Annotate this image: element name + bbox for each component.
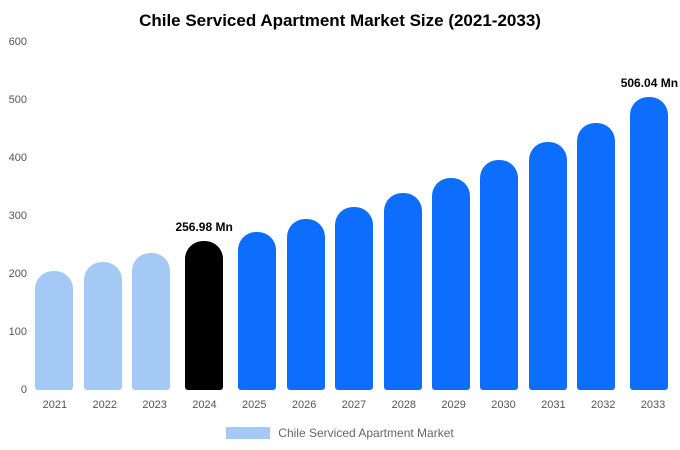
bar[interactable]: [83, 262, 122, 390]
bar[interactable]: [630, 96, 669, 390]
bar[interactable]: [432, 177, 470, 390]
y-tick-label: 200: [8, 268, 27, 280]
x-tick-label: 2021: [42, 399, 68, 411]
bar[interactable]: [185, 240, 224, 390]
x-tick-label: 2024: [192, 399, 217, 411]
chart-title: Chile Serviced Apartment Market Size (20…: [139, 11, 541, 30]
legend-swatch: [226, 427, 271, 439]
plot-area: 256.98 Mn 506.04 Mn: [30, 42, 678, 390]
bar[interactable]: [528, 142, 567, 390]
y-tick-label: 0: [20, 384, 27, 396]
x-tick-label: 2025: [242, 399, 267, 411]
bar-column: [127, 42, 175, 390]
bar-column: [524, 42, 572, 390]
x-tick-label: 2032: [590, 399, 616, 411]
bar-column: 506.04 Mn: [621, 42, 678, 390]
y-axis: 0 100 200 300 400 500 600: [0, 36, 27, 396]
x-tick-label: 2033: [640, 399, 666, 411]
bar-value-label: 506.04 Mn: [620, 75, 679, 90]
x-tick-label: 2022: [92, 399, 117, 411]
x-tick-label: 2027: [341, 399, 367, 411]
legend[interactable]: Chile Serviced Apartment Market: [0, 426, 680, 440]
bar[interactable]: [35, 271, 74, 390]
bar-column: [330, 42, 378, 390]
bar-column: [30, 42, 78, 390]
bar[interactable]: [577, 122, 616, 390]
bar-column: 256.98 Mn: [175, 42, 233, 390]
bar-column: [281, 42, 329, 390]
x-tick-label: 2026: [291, 399, 317, 411]
bar-column: [475, 42, 523, 390]
x-tick-label: 2023: [142, 399, 167, 411]
y-tick-label: 400: [8, 152, 27, 164]
x-tick-label: 2031: [541, 399, 566, 411]
y-tick-label: 100: [8, 326, 27, 338]
bar[interactable]: [286, 219, 325, 390]
y-tick-label: 300: [8, 210, 27, 222]
x-tick-label: 2029: [441, 399, 466, 411]
bar-column: [572, 42, 620, 390]
bar[interactable]: [383, 192, 422, 390]
legend-label: Chile Serviced Apartment Market: [278, 426, 454, 440]
bar[interactable]: [335, 206, 374, 390]
bar[interactable]: [480, 160, 519, 390]
bar-value-label: 256.98 Mn: [175, 219, 233, 234]
bar-column: [427, 42, 475, 390]
x-tick-label: 2030: [491, 399, 516, 411]
bar-column: [378, 42, 426, 390]
x-axis: 2021 2022 2023 2024 2025 2026 2027 2028 2029 2030…: [30, 399, 678, 411]
bar-column: [233, 42, 281, 390]
x-tick-label: 2028: [391, 399, 417, 411]
y-tick-label: 600: [8, 36, 27, 48]
bar[interactable]: [238, 231, 277, 390]
bar-column: [78, 42, 126, 390]
y-tick-label: 500: [8, 94, 27, 106]
bar[interactable]: [132, 253, 171, 390]
